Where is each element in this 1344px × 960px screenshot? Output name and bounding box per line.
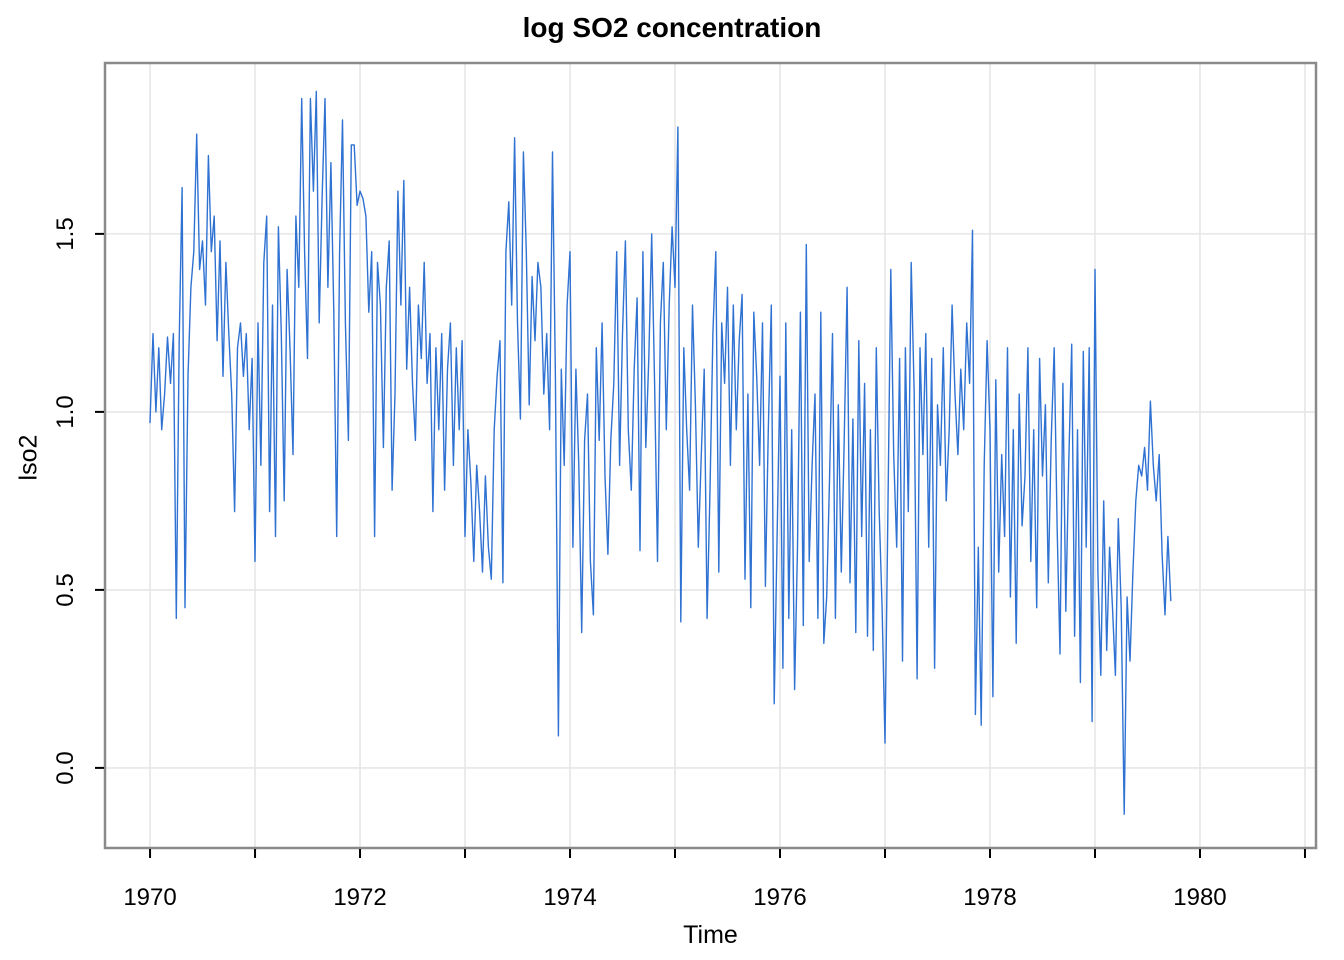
y-tick-label: 0.5: [52, 573, 79, 607]
series-line: [149, 90, 1172, 815]
y-tick-label: 1.0: [52, 395, 79, 429]
x-tick-label: 1974: [543, 884, 597, 911]
x-tick-label: 1972: [333, 884, 387, 911]
gridlines: [105, 63, 1316, 848]
x-tick-label: 1978: [963, 884, 1017, 911]
y-tick-label: 1.5: [52, 217, 79, 251]
axis-ticks: [95, 232, 1306, 858]
y-axis-title: lso2: [14, 434, 43, 481]
plot-border: [103, 61, 1318, 850]
x-tick-label: 1976: [753, 884, 807, 911]
x-tick-label: 1980: [1173, 884, 1227, 911]
x-tick-label: 1970: [123, 884, 177, 911]
x-axis-title: Time: [683, 921, 738, 949]
y-tick-label: 0.0: [52, 751, 79, 785]
chart-title: log SO2 concentration: [522, 12, 822, 43]
